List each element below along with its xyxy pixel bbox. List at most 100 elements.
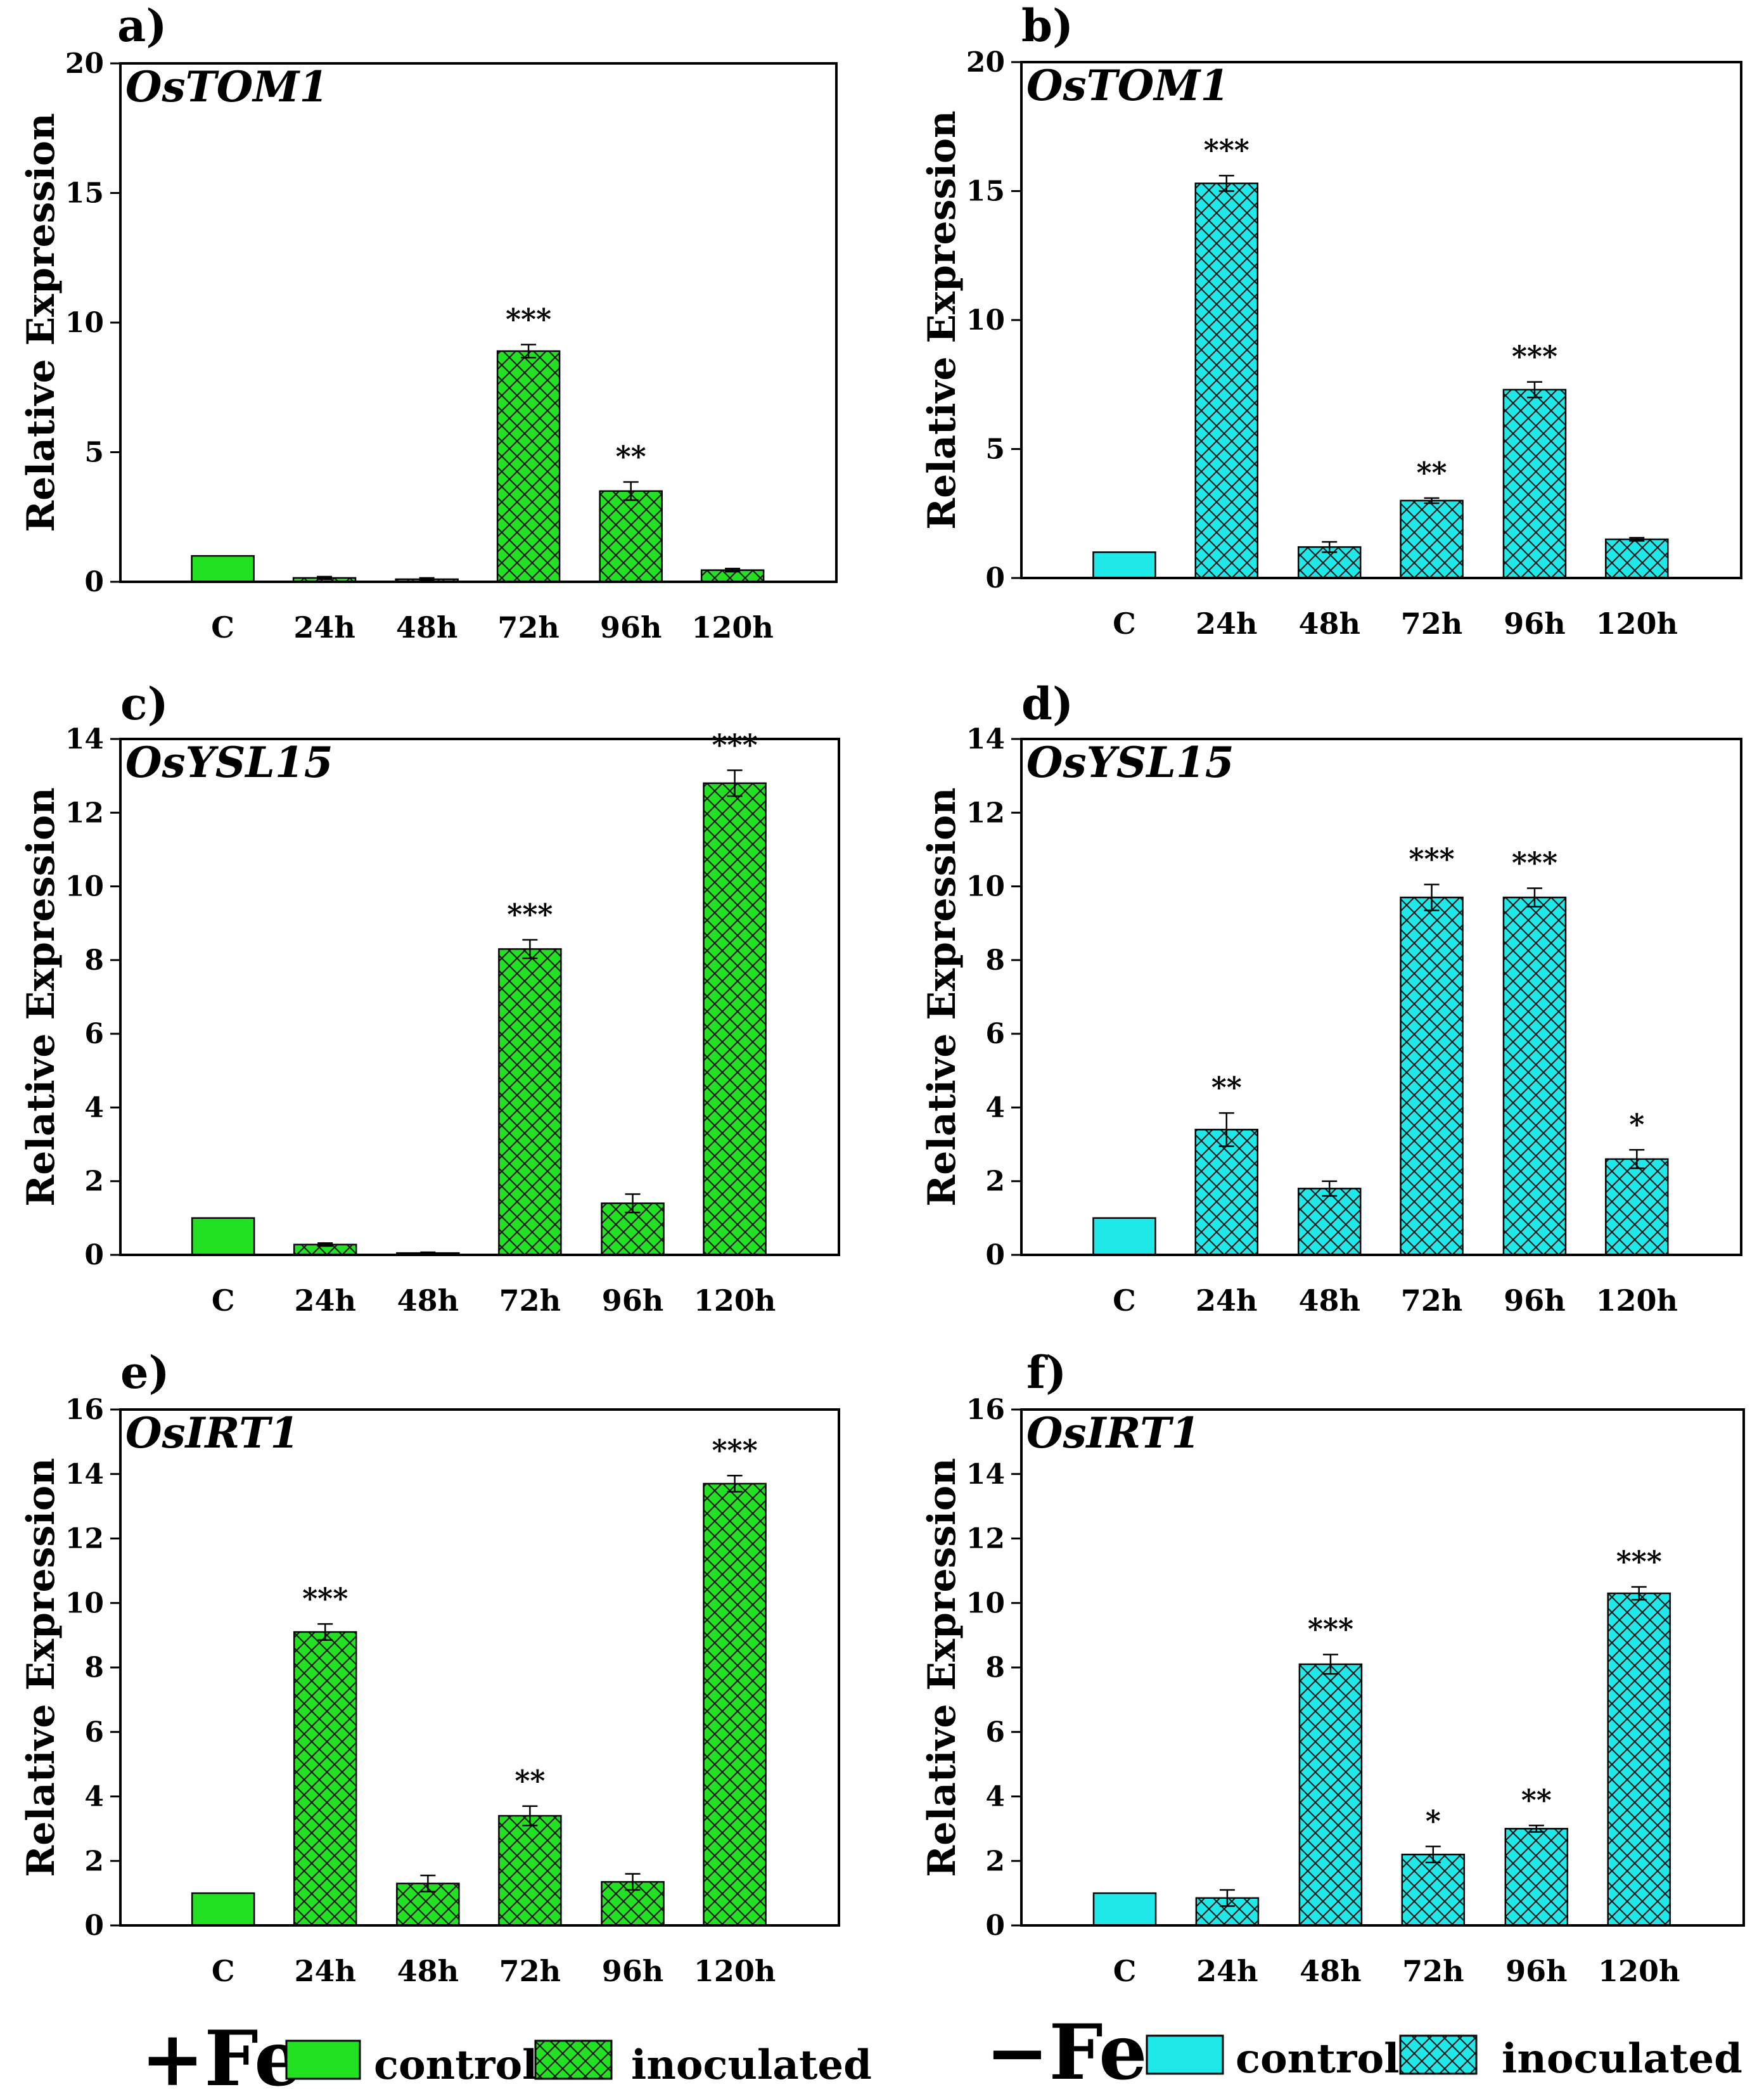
significance-label: ** — [514, 1764, 545, 1798]
x-tick-label: C — [1113, 1283, 1136, 1318]
y-tick-label: 10 — [966, 871, 1005, 903]
x-tick-label: 48h — [397, 1283, 459, 1318]
x-tick-label: 72h — [1401, 607, 1462, 641]
y-tick-label: 10 — [966, 1587, 1005, 1619]
bar-120h — [703, 1482, 767, 1927]
y-tick-label: 8 — [985, 1652, 1005, 1684]
bar-24h — [1194, 183, 1259, 579]
x-tick-label: 24h — [1196, 1954, 1258, 1988]
y-tick-label: 2 — [985, 1166, 1005, 1198]
y-tick-label: 20 — [966, 46, 1005, 79]
y-tick-label: 20 — [65, 48, 104, 80]
legend-minus-fe: −Fe control inoculated — [985, 2008, 1742, 2094]
y-tick-label: 4 — [985, 1091, 1005, 1124]
y-tick-label: 0 — [84, 566, 104, 598]
y-tick-label: 15 — [65, 177, 104, 210]
bar-120h — [1605, 538, 1669, 579]
gene-title: OsIRT1 — [125, 1408, 299, 1458]
y-tick-label: 14 — [65, 1458, 104, 1491]
bar-C — [191, 1217, 255, 1256]
x-tick-label: C — [212, 1283, 235, 1318]
significance-label: *** — [1616, 1545, 1662, 1579]
significance-label: *** — [1409, 842, 1454, 877]
panel-label-d: d) — [1021, 678, 1073, 730]
y-axis-label: Relative Expression — [19, 787, 63, 1206]
significance-label: *** — [1204, 133, 1250, 167]
significance-label: *** — [506, 302, 551, 337]
x-tick-label: 96h — [602, 1954, 663, 1988]
y-tick-label: 4 — [84, 1781, 104, 1813]
x-tick-label: 24h — [1196, 1283, 1257, 1318]
legend-plus-fe: +Fe control inoculated — [141, 2014, 872, 2094]
bar-96h — [1504, 1828, 1569, 1927]
legend-label-inoculated-plus: inoculated — [631, 2041, 872, 2089]
x-tick-label: 24h — [293, 610, 355, 645]
x-tick-label: 48h — [396, 610, 457, 645]
x-tick-label: 120h — [694, 1283, 776, 1318]
y-tick-label: 16 — [65, 1394, 104, 1426]
legend-label-control-minus: control — [1236, 2035, 1399, 2083]
x-tick-label: C — [211, 610, 234, 645]
y-tick-label: 12 — [65, 797, 104, 829]
bar-120h — [703, 782, 767, 1256]
bar-48h — [1297, 1188, 1362, 1256]
significance-label: *** — [1512, 340, 1557, 374]
x-tick-label: 96h — [1505, 1954, 1567, 1988]
y-tick-label: 14 — [966, 723, 1005, 755]
bar-C — [1092, 1217, 1156, 1256]
y-tick-label: 0 — [985, 562, 1005, 594]
significance-label: *** — [712, 728, 757, 762]
y-tick-label: 12 — [966, 797, 1005, 829]
x-tick-label: 120h — [691, 610, 773, 645]
x-tick-label: C — [212, 1954, 235, 1988]
x-tick-label: 96h — [1504, 607, 1565, 641]
significance-label: *** — [1308, 1612, 1353, 1647]
y-axis-label: Relative Expression — [920, 787, 964, 1206]
y-tick-label: 2 — [985, 1845, 1005, 1877]
bar-C — [1092, 1892, 1157, 1927]
panel-label-c: c) — [120, 678, 169, 730]
x-tick-label: C — [1113, 1954, 1137, 1988]
x-tick-label: 120h — [1598, 1954, 1680, 1988]
y-tick-label: 6 — [84, 1716, 104, 1749]
bar-24h — [1194, 1129, 1259, 1256]
significance-label: *** — [507, 897, 553, 932]
y-tick-label: 8 — [84, 1652, 104, 1684]
y-tick-label: 5 — [84, 437, 104, 469]
y-tick-label: 14 — [65, 723, 104, 755]
bar-C — [191, 555, 255, 583]
x-tick-label: 72h — [499, 1283, 561, 1318]
gene-title: OsTOM1 — [125, 62, 328, 112]
y-tick-label: 2 — [84, 1845, 104, 1877]
bar-72h — [498, 1815, 562, 1927]
plot-frame — [1020, 61, 1742, 579]
y-tick-label: 12 — [966, 1523, 1005, 1555]
significance-label: *** — [712, 1433, 757, 1467]
bar-24h — [293, 1631, 357, 1927]
significance-label: ** — [616, 440, 646, 474]
x-tick-label: 72h — [1401, 1283, 1462, 1318]
bar-72h — [496, 350, 561, 583]
y-tick-label: 15 — [966, 176, 1005, 208]
legend-swatch-inoculated-plus — [534, 2039, 613, 2080]
legend-label-control-plus: control — [374, 2041, 537, 2089]
x-tick-label: 96h — [1504, 1283, 1565, 1318]
significance-label: *** — [302, 1581, 348, 1615]
x-tick-label: 96h — [602, 1283, 663, 1318]
panel-label-a: a) — [117, 0, 167, 52]
panel-label-e: e) — [120, 1346, 170, 1399]
bar-72h — [1400, 896, 1464, 1256]
y-tick-label: 10 — [65, 1587, 104, 1619]
bar-120h — [1607, 1592, 1671, 1927]
bar-72h — [1401, 1853, 1466, 1927]
bar-C — [191, 1892, 255, 1927]
y-tick-label: 0 — [985, 1910, 1005, 1942]
y-tick-label: 10 — [65, 871, 104, 903]
x-tick-label: C — [1113, 607, 1136, 641]
y-axis-label: Relative Expression — [19, 1458, 63, 1877]
x-tick-label: 24h — [294, 1954, 355, 1988]
y-tick-label: 16 — [966, 1394, 1005, 1426]
